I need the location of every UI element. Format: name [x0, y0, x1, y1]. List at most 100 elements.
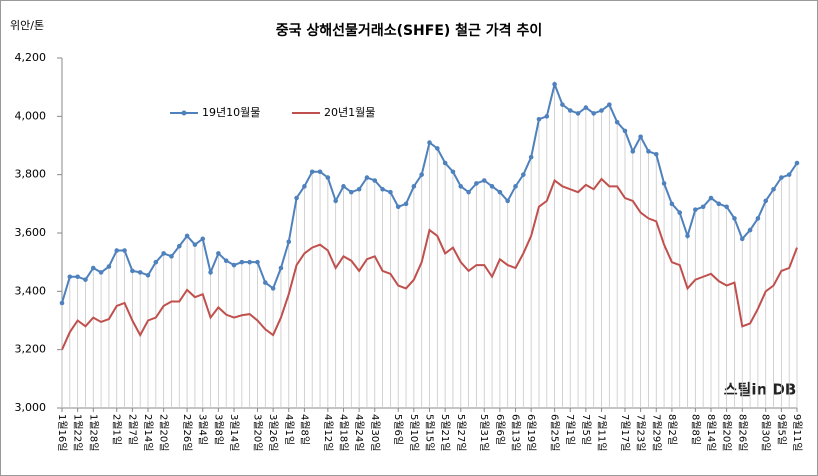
point — [771, 186, 776, 192]
x-tick-label: 3월8일 — [212, 414, 224, 445]
x-tick-label: 5월10일 — [408, 414, 420, 452]
legend-marker — [181, 110, 187, 116]
x-tick-label: 8월14일 — [705, 414, 717, 452]
point — [395, 204, 401, 210]
point — [137, 270, 143, 275]
x-tick-label: 4월8일 — [298, 414, 310, 445]
x-tick-label: 1월22일 — [72, 414, 84, 452]
point — [169, 254, 174, 259]
point — [403, 201, 409, 207]
point — [693, 207, 698, 212]
point — [380, 186, 385, 192]
point — [786, 172, 792, 177]
point — [567, 108, 573, 113]
point — [372, 178, 378, 183]
point — [521, 172, 526, 177]
point — [732, 216, 737, 221]
point — [755, 216, 761, 221]
point — [247, 259, 252, 265]
point — [607, 102, 612, 107]
point — [560, 102, 565, 107]
point — [161, 251, 166, 256]
point — [669, 201, 675, 207]
point — [59, 300, 65, 306]
point — [364, 175, 370, 180]
point — [122, 248, 127, 253]
point — [153, 259, 159, 265]
x-tick-label: 5월6일 — [392, 414, 404, 445]
x-tick-label: 4월12일 — [322, 414, 334, 452]
y-tick-label: 3,800 — [15, 168, 47, 181]
point — [309, 169, 315, 175]
point — [575, 111, 581, 116]
x-tick-label: 8월2일 — [666, 414, 678, 445]
x-tick-label: 2월26일 — [181, 414, 193, 452]
point — [435, 146, 440, 151]
point — [255, 259, 260, 265]
point — [145, 272, 151, 278]
x-tick-label: 2월20일 — [158, 414, 170, 452]
point — [317, 169, 323, 175]
point — [419, 172, 424, 177]
point — [747, 227, 753, 233]
point — [98, 270, 104, 275]
point — [388, 189, 393, 195]
point — [192, 242, 198, 247]
point — [75, 274, 80, 280]
point — [333, 198, 338, 204]
x-tick-label: 6월13일 — [510, 414, 522, 452]
x-tick-label: 1월16일 — [56, 414, 68, 452]
point — [779, 175, 784, 180]
point — [544, 114, 550, 119]
point — [286, 239, 292, 245]
x-tick-label: 5월27일 — [455, 414, 467, 452]
point — [450, 169, 456, 175]
point — [278, 265, 284, 271]
x-tick-label: 7월29일 — [650, 414, 662, 452]
x-tick-label: 2월14일 — [142, 414, 154, 452]
x-tick-label: 6월6일 — [494, 414, 506, 445]
point — [67, 274, 73, 280]
point — [653, 151, 659, 157]
point — [106, 264, 112, 269]
point — [294, 195, 299, 201]
point — [552, 81, 557, 87]
x-tick-label: 7월17일 — [619, 414, 631, 452]
x-tick-label: 7월11일 — [596, 414, 608, 452]
point — [208, 270, 213, 275]
x-tick-label: 7월5일 — [580, 414, 592, 445]
point — [114, 248, 120, 253]
x-tick-label: 1월28일 — [87, 414, 99, 452]
point — [270, 286, 276, 291]
x-tick-label: 7월23일 — [635, 414, 647, 452]
point — [474, 181, 479, 186]
point — [231, 262, 237, 268]
point — [513, 184, 518, 189]
point — [505, 198, 510, 204]
point — [536, 116, 542, 122]
x-tick-label: 3월26일 — [267, 414, 279, 452]
point — [262, 280, 268, 285]
x-tick-label: 8월20일 — [721, 414, 733, 452]
point — [216, 251, 221, 256]
point — [489, 184, 495, 189]
y-tick-label: 3,200 — [15, 343, 47, 356]
point — [223, 258, 229, 264]
point — [677, 210, 683, 215]
point — [700, 204, 706, 210]
x-tick-label: 8월8일 — [689, 414, 701, 445]
point — [427, 140, 432, 145]
point — [184, 233, 190, 239]
x-tick-label: 5월15일 — [424, 414, 436, 452]
legend-label: 19년10월물 — [202, 106, 260, 119]
point — [528, 154, 534, 160]
x-tick-label: 2월7일 — [126, 414, 138, 445]
point — [83, 277, 88, 282]
x-tick-label: 3월20일 — [251, 414, 263, 452]
point — [356, 186, 362, 192]
x-tick-label: 5월31일 — [478, 414, 490, 451]
point — [466, 189, 471, 195]
x-tick-label: 7월1일 — [564, 414, 576, 445]
point — [130, 268, 135, 274]
